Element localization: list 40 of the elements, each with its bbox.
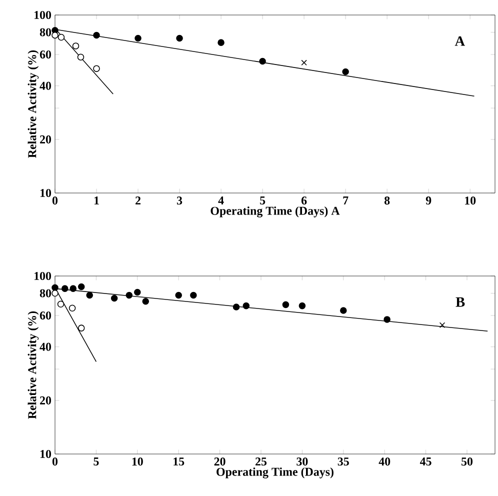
annotation: A xyxy=(454,36,465,46)
x-tick-label: 1 xyxy=(94,196,99,204)
x-tick-label: 0 xyxy=(52,458,58,466)
x-tick-label: 9 xyxy=(426,196,432,205)
y-tick-label: 20 xyxy=(40,396,52,404)
y-tick-label: 20 xyxy=(40,135,52,144)
annotation: B xyxy=(456,297,465,307)
x-tick-label: 6 xyxy=(301,196,307,205)
x-tick-label: 10 xyxy=(132,458,143,466)
y-axis-title: Relative Activity (%) xyxy=(28,50,39,158)
x-tick-label: 20 xyxy=(214,458,226,466)
x-tick-label: 25 xyxy=(256,458,267,466)
y-tick-label: 100 xyxy=(34,10,52,20)
x-tick-label: 7 xyxy=(343,196,348,204)
x-tick-label: 45 xyxy=(420,458,432,466)
x-tick-label: 35 xyxy=(338,458,349,466)
x-tick-label: 30 xyxy=(296,458,308,466)
x-tick-label: 4 xyxy=(218,196,224,204)
x-tick-label: 40 xyxy=(378,458,390,466)
y-tick-label: 10 xyxy=(40,188,52,198)
y-tick-label: 60 xyxy=(40,50,52,59)
y-tick-label: 80 xyxy=(40,28,52,36)
x-tick-label: 50 xyxy=(462,458,473,466)
x-axis-title: Operating Time (Days) xyxy=(216,467,334,478)
x-tick-label: 5 xyxy=(260,196,266,204)
y-tick-label: 40 xyxy=(40,342,52,351)
y-tick-label: 40 xyxy=(40,82,52,90)
y-tick-label: 80 xyxy=(40,289,52,298)
x-tick-label: 3 xyxy=(176,196,182,205)
y-tick-label: 10 xyxy=(40,450,52,458)
x-axis-title: Operating Time (Days) A xyxy=(210,206,340,218)
y-tick-label: 60 xyxy=(40,311,52,320)
y-tick-label: 100 xyxy=(34,272,52,280)
y-axis-title: Relative Activity (%) xyxy=(28,311,39,419)
x-tick-label: 15 xyxy=(174,458,184,466)
x-tick-label: 0 xyxy=(52,196,58,205)
x-tick-label: 2 xyxy=(136,196,140,204)
x-tick-label: 5 xyxy=(94,458,99,466)
x-tick-label: 10 xyxy=(465,196,476,205)
x-tick-label: 8 xyxy=(384,196,390,205)
